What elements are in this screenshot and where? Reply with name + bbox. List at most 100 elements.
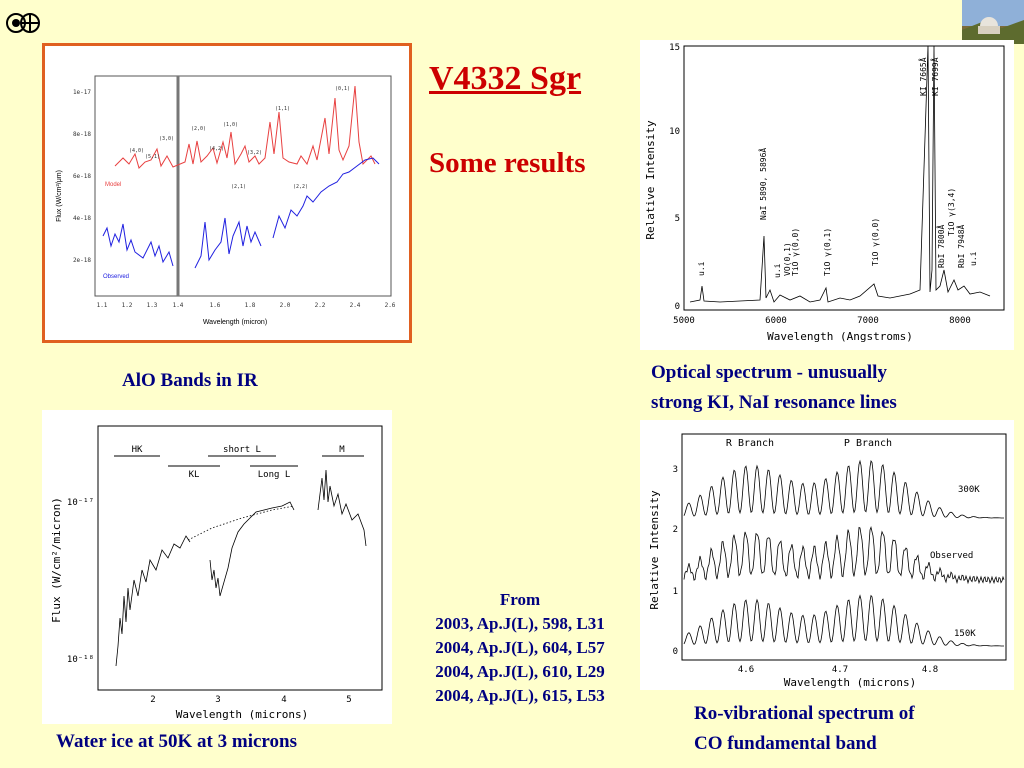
co-series-label: 300K [958,485,980,495]
optical-spectrum-chart: 0 5 10 15 5000 6000 7000 8000 Wavelength… [644,43,1005,343]
alo-band-label: (4,2) [209,146,224,152]
co-y-tick: 3 [673,465,678,475]
references-heading: From [499,590,541,609]
alo-x-tick: 2.6 [385,302,396,309]
alo-legend-observed: Observed [103,274,129,280]
observatory-photo-icon [962,0,1024,44]
alo-spectrum-chart: 1e-17 8e-18 6e-18 4e-18 2e-18 1.1 1.2 1.… [56,75,396,326]
ice-continuum-dotted [187,505,295,541]
optical-y-tick: 0 [675,302,680,312]
alo-y-ticks: 1e-17 8e-18 6e-18 4e-18 2e-18 [73,89,91,264]
co-x-tick: 4.7 [832,665,848,675]
ice-x-tick: 4 [281,695,286,705]
optical-xlabel: Wavelength (Angstroms) [767,330,913,343]
alo-x-tick: 2.0 [280,302,291,309]
alo-x-tick: 1.6 [210,302,221,309]
ice-band-label: short L [223,445,261,455]
alo-x-tick: 1.2 [122,302,133,309]
alo-ylabel: Flux (W/cm²/μm) [56,170,63,222]
optical-x-tick: 8000 [949,316,971,326]
alo-x-ticks: 1.1 1.2 1.3 1.4 1.6 1.8 2.0 2.2 2.4 2.6 [97,302,396,309]
co-caption: Ro-vibrational spectrum of CO fundamenta… [694,699,915,759]
alo-x-tick: 1.4 [173,302,184,309]
alo-y-tick: 2e-18 [73,257,91,264]
alo-band-label: (1,0) [223,122,238,128]
co-spectrum-chart: 0 1 2 3 4.6 4.7 4.8 Wavelength (microns)… [648,433,1007,689]
optical-caption-line: strong KI, NaI resonance lines [651,392,897,413]
ice-xlabel: Wavelength (microns) [176,708,308,721]
alo-x-tick: 1.3 [147,302,158,309]
optical-y-tick: 15 [669,43,680,53]
ice-x-ticks: 2 3 4 5 [150,695,351,705]
ice-y-tick: 10⁻¹⁷ [67,498,94,508]
alo-caption: AlO Bands in IR [122,370,258,391]
alo-observed-curve [102,157,380,269]
optical-line-label: KI 7665Å [917,57,928,96]
co-branch-label: P Branch [844,438,892,449]
optical-y-tick: 10 [669,127,680,137]
alo-band-label: (4,0) [129,148,144,154]
alo-band-label: (2,1) [231,184,246,190]
alo-y-tick: 6e-18 [73,173,91,180]
ice-x-tick: 5 [346,695,351,705]
ice-spectrum-panel: 10⁻¹⁷ 10⁻¹⁸ 2 3 4 5 Wavelength (microns)… [42,410,392,724]
co-branch-label: R Branch [726,438,774,449]
co-300k-curve [683,459,1004,519]
ice-y-tick: 10⁻¹⁸ [67,655,94,665]
alo-band-label: (5,1) [145,154,160,160]
reference-line: 2004, Ap.J(L), 615, L53 [435,686,605,705]
optical-line-label: KI 7699Å [929,57,940,96]
co-y-tick: 1 [673,587,678,597]
optical-x-ticks: 5000 6000 7000 8000 [673,316,971,326]
ice-band-label: HK [132,445,143,455]
ice-band-label: Long L [258,470,291,480]
alo-band-label: (3,0) [159,136,174,142]
alo-band-label: (1,1) [275,106,290,112]
alo-y-tick: 1e-17 [73,89,91,96]
slide-title: V4332 Sgr [429,60,582,97]
optical-line-label: TiO γ(0,1) [823,228,832,276]
ice-x-tick: 3 [215,695,220,705]
co-x-ticks: 4.6 4.7 4.8 [738,665,938,675]
co-series-label: Observed [930,551,973,561]
ice-spectrum-chart: 10⁻¹⁷ 10⁻¹⁸ 2 3 4 5 Wavelength (microns)… [50,425,383,721]
co-150k-curve [683,594,1004,647]
optical-line-label: RbI 7948Å [955,224,966,268]
alo-y-tick: 4e-18 [73,215,91,222]
ice-y-ticks: 10⁻¹⁷ 10⁻¹⁸ [67,498,94,665]
optical-line-label: TiO γ(0,0) [871,218,880,266]
optical-caption: Optical spectrum - unusually strong KI, … [651,358,897,418]
co-xlabel: Wavelength (microns) [784,676,916,689]
optical-line-label: NaI 5890, 5896Å [757,148,768,220]
optical-caption-line: Optical spectrum - unusually [651,362,887,383]
ice-x-tick: 2 [150,695,155,705]
optical-ylabel: Relative Intensity [644,120,657,240]
optical-line-labels: u.i NaI 5890, 5896Å u.i VO(0,1) TiO γ(0,… [697,57,978,278]
alo-y-tick: 8e-18 [73,131,91,138]
ice-band-label: KL [189,470,200,480]
slide-subtitle: Some results [429,147,586,179]
alo-x-tick: 2.4 [350,302,361,309]
optical-y-tick: 5 [675,214,680,224]
optical-x-tick: 5000 [673,316,695,326]
co-series-label: 150K [954,629,976,639]
co-observed-curve [683,526,1005,585]
co-caption-line: Ro-vibrational spectrum of [694,703,915,724]
ice-caption: Water ice at 50K at 3 microns [56,731,297,752]
co-y-tick: 2 [673,525,678,535]
alo-band-label: (0,1) [335,86,350,92]
co-ylabel: Relative Intensity [648,490,661,610]
reference-line: 2003, Ap.J(L), 598, L31 [435,614,605,633]
circled-cross-logo-icon [5,6,41,40]
ice-spectrum-curve [115,469,367,667]
optical-line-label: RbI 7800Å [935,224,946,268]
co-caption-line: CO fundamental band [694,733,877,754]
co-spectrum-panel: 0 1 2 3 4.6 4.7 4.8 Wavelength (microns)… [640,420,1014,690]
optical-line-label: u.i [773,263,782,278]
alo-band-label: (3,2) [247,150,262,156]
co-x-tick: 4.6 [738,665,754,675]
alo-x-tick: 1.1 [97,302,108,309]
references: From 2003, Ap.J(L), 598, L31 2004, Ap.J(… [404,588,636,708]
ice-band-label: M [339,445,345,455]
alo-band-label: (2,2) [293,184,308,190]
